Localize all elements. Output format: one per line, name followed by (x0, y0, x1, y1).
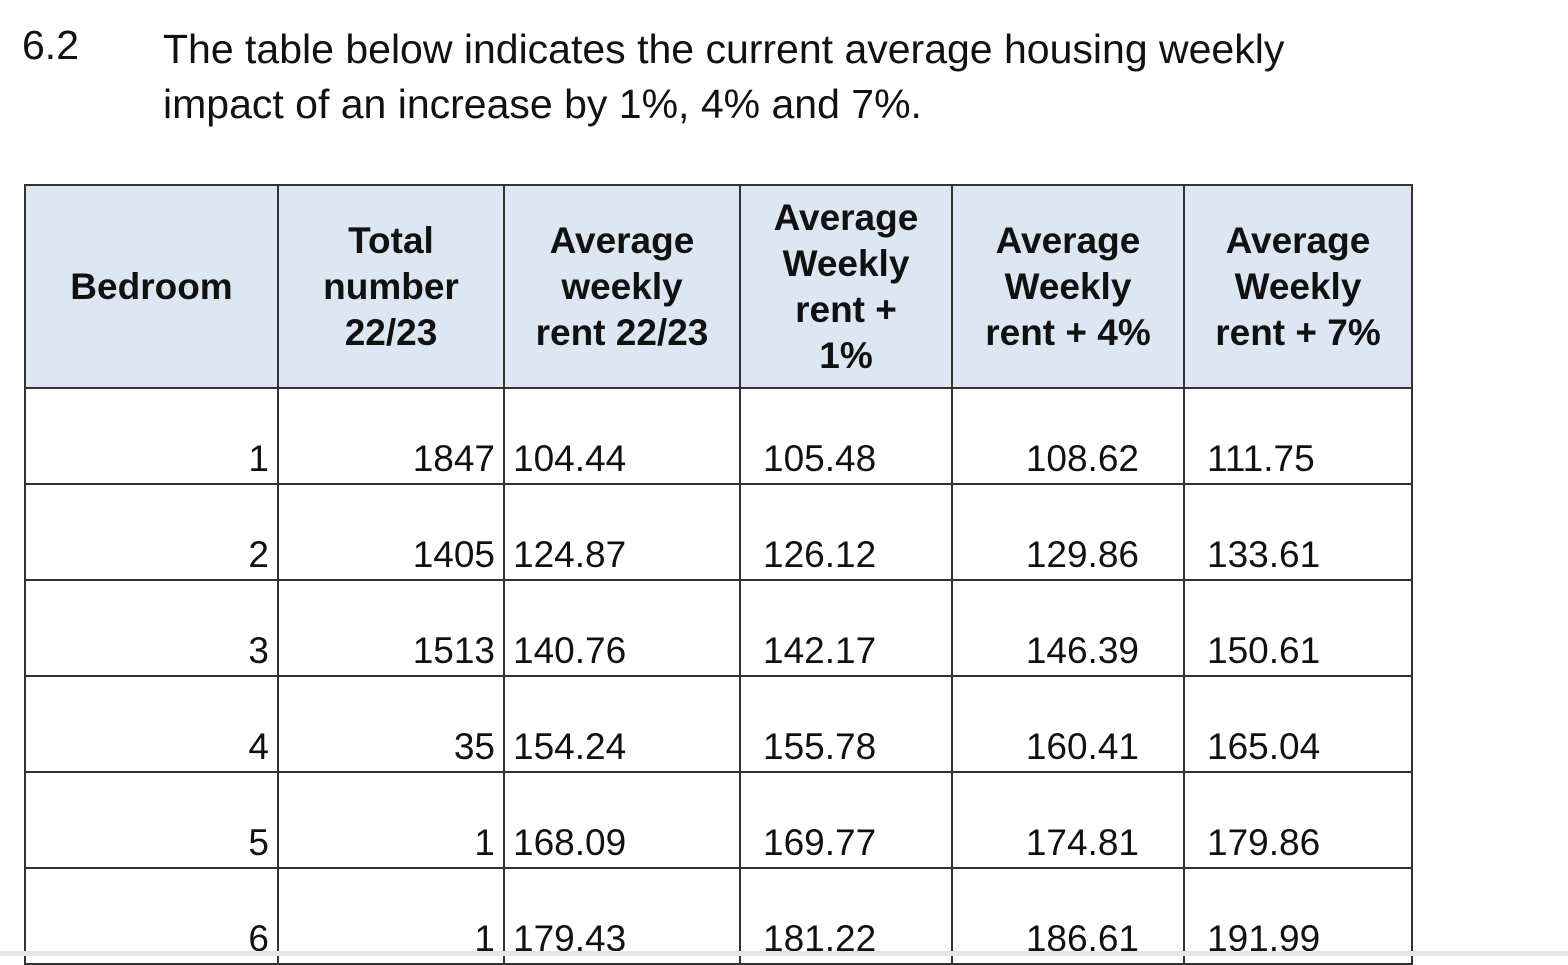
table-cell: 1 (277, 867, 505, 965)
table-cell: 129.86 (951, 483, 1185, 581)
section-text: The table below indicates the current av… (163, 26, 1285, 127)
table-cell: 154.24 (503, 675, 741, 773)
table-row: 1 1847 104.44 105.48 108.62 111.75 (24, 387, 1413, 485)
table-cell: 179.43 (503, 867, 741, 965)
section-number: 6.2 (22, 22, 79, 68)
header-cell: Average Weekly rent + 4% (951, 184, 1185, 389)
table-cell: 160.41 (951, 675, 1185, 773)
table-cell: 181.22 (739, 867, 953, 965)
table-cell: 142.17 (739, 579, 953, 677)
rent-table: Bedroom Total number 22/23 Average weekly … (24, 184, 1413, 965)
header-cell: Average Weekly rent + 1% (739, 184, 953, 389)
table-cell: 146.39 (951, 579, 1185, 677)
table-row: 4 35 154.24 155.78 160.41 165.04 (24, 675, 1413, 773)
table-cell: 104.44 (503, 387, 741, 485)
table-cell: 1 (277, 771, 505, 869)
header-row: Bedroom Total number 22/23 Average weekly … (24, 184, 1413, 389)
header-cell: Average Weekly rent + 7% (1183, 184, 1413, 389)
table-cell: 4 (24, 675, 279, 773)
table-cell: 126.12 (739, 483, 953, 581)
table-cell: 6 (24, 867, 279, 965)
table-cell: 1 (24, 387, 279, 485)
table-cell: 174.81 (951, 771, 1185, 869)
window-edge (0, 951, 1568, 956)
table-cell: 150.61 (1183, 579, 1413, 677)
table-cell: 1847 (277, 387, 505, 485)
table-cell: 108.62 (951, 387, 1185, 485)
table-cell: 1405 (277, 483, 505, 581)
table-cell: 186.61 (951, 867, 1185, 965)
table-row: 3 1513 140.76 142.17 146.39 150.61 (24, 579, 1413, 677)
table-cell: 169.77 (739, 771, 953, 869)
header-cell: Total number 22/23 (277, 184, 505, 389)
table-cell: 191.99 (1183, 867, 1413, 965)
header-cell: Bedroom (24, 184, 279, 389)
table-cell: 105.48 (739, 387, 953, 485)
table-row: 5 1 168.09 169.77 174.81 179.86 (24, 771, 1413, 869)
table-cell: 111.75 (1183, 387, 1413, 485)
table-row: 6 1 179.43 181.22 186.61 191.99 (24, 867, 1413, 965)
header-cell: Average weekly rent 22/23 (503, 184, 741, 389)
table-cell: 165.04 (1183, 675, 1413, 773)
table-cell: 140.76 (503, 579, 741, 677)
table-cell: 124.87 (503, 483, 741, 581)
table-cell: 179.86 (1183, 771, 1413, 869)
table-cell: 35 (277, 675, 505, 773)
table-cell: 133.61 (1183, 483, 1413, 581)
table-cell: 3 (24, 579, 279, 677)
table-cell: 2 (24, 483, 279, 581)
table-cell: 5 (24, 771, 279, 869)
table-cell: 168.09 (503, 771, 741, 869)
table-cell: 1513 (277, 579, 505, 677)
table-cell: 155.78 (739, 675, 953, 773)
table-body: 1 1847 104.44 105.48 108.62 111.75 2 1405 124.87… (24, 387, 1413, 965)
table-row: 2 1405 124.87 126.12 129.86 133.61 (24, 483, 1413, 581)
